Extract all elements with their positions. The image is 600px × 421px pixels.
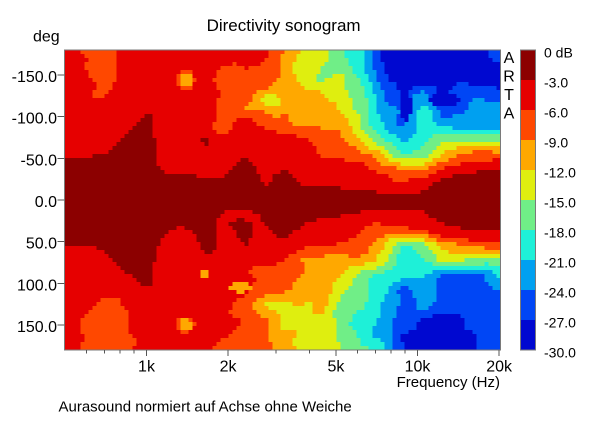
- svg-text:20k: 20k: [486, 359, 513, 376]
- svg-text:-18.0: -18.0: [544, 225, 576, 241]
- svg-text:0 dB: 0 dB: [544, 45, 573, 61]
- svg-text:R: R: [503, 69, 515, 86]
- svg-text:Directivity sonogram: Directivity sonogram: [207, 16, 361, 35]
- svg-text:-30.0: -30.0: [544, 345, 576, 361]
- svg-text:-50.0: -50.0: [21, 152, 58, 169]
- svg-text:-27.0: -27.0: [544, 315, 576, 331]
- svg-text:1k: 1k: [138, 359, 156, 376]
- svg-text:-21.0: -21.0: [544, 255, 576, 271]
- svg-text:T: T: [504, 87, 514, 104]
- svg-text:A: A: [504, 106, 515, 123]
- svg-text:Frequency (Hz): Frequency (Hz): [397, 374, 500, 391]
- svg-text:-24.0: -24.0: [544, 285, 576, 301]
- svg-text:deg: deg: [33, 29, 60, 46]
- svg-text:2k: 2k: [220, 359, 238, 376]
- svg-text:100.0: 100.0: [17, 277, 57, 294]
- svg-text:-150.0: -150.0: [12, 69, 57, 86]
- svg-text:-12.0: -12.0: [544, 165, 576, 181]
- svg-text:50.0: 50.0: [26, 236, 57, 253]
- svg-text:150.0: 150.0: [17, 319, 57, 336]
- svg-text:0.0: 0.0: [35, 194, 57, 211]
- svg-text:-15.0: -15.0: [544, 195, 576, 211]
- svg-text:-3.0: -3.0: [544, 75, 568, 91]
- svg-text:-100.0: -100.0: [12, 111, 57, 128]
- svg-text:5k: 5k: [327, 359, 345, 376]
- svg-text:Aurasound normiert auf Achse o: Aurasound normiert auf Achse ohne Weiche: [59, 399, 352, 416]
- svg-text:A: A: [504, 50, 515, 67]
- svg-text:10k: 10k: [405, 359, 432, 376]
- svg-text:-6.0: -6.0: [544, 105, 568, 121]
- svg-text:-9.0: -9.0: [544, 135, 568, 151]
